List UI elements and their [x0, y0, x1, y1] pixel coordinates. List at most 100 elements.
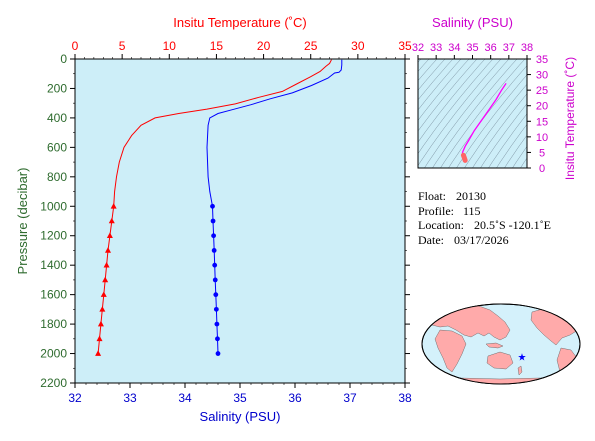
- ts-salinity-tick-label: 37: [503, 42, 515, 54]
- date-row: Date: 03/17/2026: [418, 233, 593, 248]
- density-contour: [418, 59, 470, 121]
- salinity-marker: [213, 306, 219, 312]
- pressure-tick-label: 0: [60, 52, 67, 66]
- density-contour: [480, 103, 527, 168]
- salinity-marker: [211, 233, 217, 239]
- pressure-tick-label: 2200: [40, 376, 67, 390]
- ts-temperature-tick-label: 30: [536, 70, 548, 82]
- pressure-tick-label: 1400: [40, 258, 67, 272]
- ts-temperature-tick-label: 5: [539, 147, 545, 159]
- density-contour: [456, 74, 527, 168]
- density-contour: [504, 134, 527, 168]
- ts-salinity-tick-label: 38: [521, 42, 533, 54]
- ts-plot-frame: [417, 58, 528, 169]
- star-icon: ★: [518, 353, 527, 364]
- ts-salinity-tick-label: 33: [430, 42, 442, 54]
- landmass-greenland: [547, 304, 564, 310]
- location-label: Location:: [418, 218, 464, 232]
- landmass-australia: [486, 351, 514, 370]
- salinity-marker: [210, 203, 215, 209]
- salinity-marker: [211, 248, 217, 253]
- salinity-axis-title: Salinity (PSU): [200, 409, 281, 424]
- profile-value: 115: [463, 203, 481, 218]
- temperature-marker: [102, 276, 109, 283]
- profile-plot-area: [75, 59, 405, 383]
- ts-salinity-tick-label: 34: [448, 42, 460, 54]
- density-contour: [448, 65, 527, 168]
- temperature-marker: [103, 261, 110, 268]
- landmass-new-zealand: [517, 365, 523, 376]
- landmass-indonesia: [485, 342, 504, 349]
- temperature-axis-title: Insitu Temperature (˚C): [173, 15, 306, 30]
- density-contour: [464, 83, 527, 168]
- density-contour: [418, 59, 486, 143]
- salinity-tick-label: 32: [68, 391, 82, 405]
- float-label: Float:: [418, 189, 447, 203]
- density-contour: [432, 59, 518, 168]
- pressure-tick-label: 600: [47, 140, 67, 154]
- salinity-marker: [215, 351, 221, 356]
- ts-temperature-tick-label: 10: [536, 132, 548, 144]
- location-value: 20.5˚S -120.1˚E: [474, 218, 551, 232]
- density-contour: [418, 59, 454, 101]
- density-contour: [418, 59, 430, 72]
- ts-temperature-tick-label: 25: [536, 85, 548, 97]
- ts-salinity-tick-label: 36: [485, 42, 497, 54]
- profile-chart: 0 5 10 15 20 25 30 35 32 33 34 35 36 37 38 0 200 400 600 80…: [15, 15, 412, 424]
- density-contours: [418, 49, 595, 178]
- profile-label: Profile:: [418, 203, 454, 218]
- temperature-tick-label: 30: [351, 39, 365, 53]
- density-contour: [522, 49, 595, 178]
- salinity-tick-label: 36: [288, 391, 302, 405]
- temperature-marker: [105, 247, 111, 253]
- temperature-marker: [95, 350, 102, 356]
- salinity-tick-label: 37: [343, 391, 357, 405]
- temperature-line: [97, 59, 332, 354]
- float-value: 20130: [456, 189, 486, 203]
- density-contour: [520, 157, 527, 168]
- density-contour: [418, 59, 502, 166]
- ts-temperature-axis-title: Insitu Temperature (˚C): [563, 57, 577, 180]
- temperature-tick-label: 5: [119, 39, 126, 53]
- profile-series: [95, 59, 343, 356]
- density-contour: [418, 59, 462, 111]
- temperature-marker: [97, 320, 104, 327]
- density-contour: [472, 93, 527, 168]
- pressure-tick-label: 200: [47, 81, 67, 95]
- ts-series: [460, 82, 507, 163]
- salinity-line: [206, 59, 343, 354]
- ts-salinity-axis-title: Salinity (PSU): [432, 15, 513, 30]
- ts-temperature-tick-label: 0: [539, 163, 545, 175]
- salinity-marker: [212, 262, 218, 268]
- temperature-tick-label: 0: [72, 39, 79, 53]
- location-row: Location: 20.5˚S -120.1˚E: [418, 218, 593, 233]
- density-contour: [512, 145, 527, 168]
- pressure-tick-label: 2000: [40, 347, 67, 361]
- pressure-tick-label: 1800: [40, 317, 67, 331]
- salinity-tick-label: 35: [233, 391, 247, 405]
- temperature-marker: [110, 202, 117, 209]
- world-map: ★: [421, 303, 581, 385]
- map-outline: [421, 303, 581, 385]
- temperature-tick-label: 25: [304, 39, 318, 53]
- temperature-tick-label: 15: [210, 39, 224, 53]
- temperature-marker: [100, 291, 107, 297]
- density-contour: [418, 59, 438, 81]
- ts-temperature-tick-label: 20: [536, 101, 548, 113]
- float-row: Float: 20130: [418, 189, 593, 204]
- salinity-marker: [215, 336, 220, 342]
- salinity-marker: [212, 277, 218, 283]
- salinity-tick-label: 38: [398, 391, 412, 405]
- ts-temperature-tick-label: 15: [536, 116, 548, 128]
- profile-plot-frame: [74, 58, 406, 384]
- salinity-marker: [210, 218, 216, 224]
- pressure-tick-label: 1000: [40, 199, 67, 213]
- salinity-tick-label: 33: [123, 391, 137, 405]
- float-info-panel: Float: 20130 Profile: 115 Location: 20.5˚S …: [418, 189, 593, 247]
- density-contour: [418, 59, 446, 91]
- density-contour: [488, 113, 527, 168]
- density-contour: [440, 59, 526, 168]
- salinity-marker: [213, 292, 219, 298]
- density-contour: [424, 59, 510, 168]
